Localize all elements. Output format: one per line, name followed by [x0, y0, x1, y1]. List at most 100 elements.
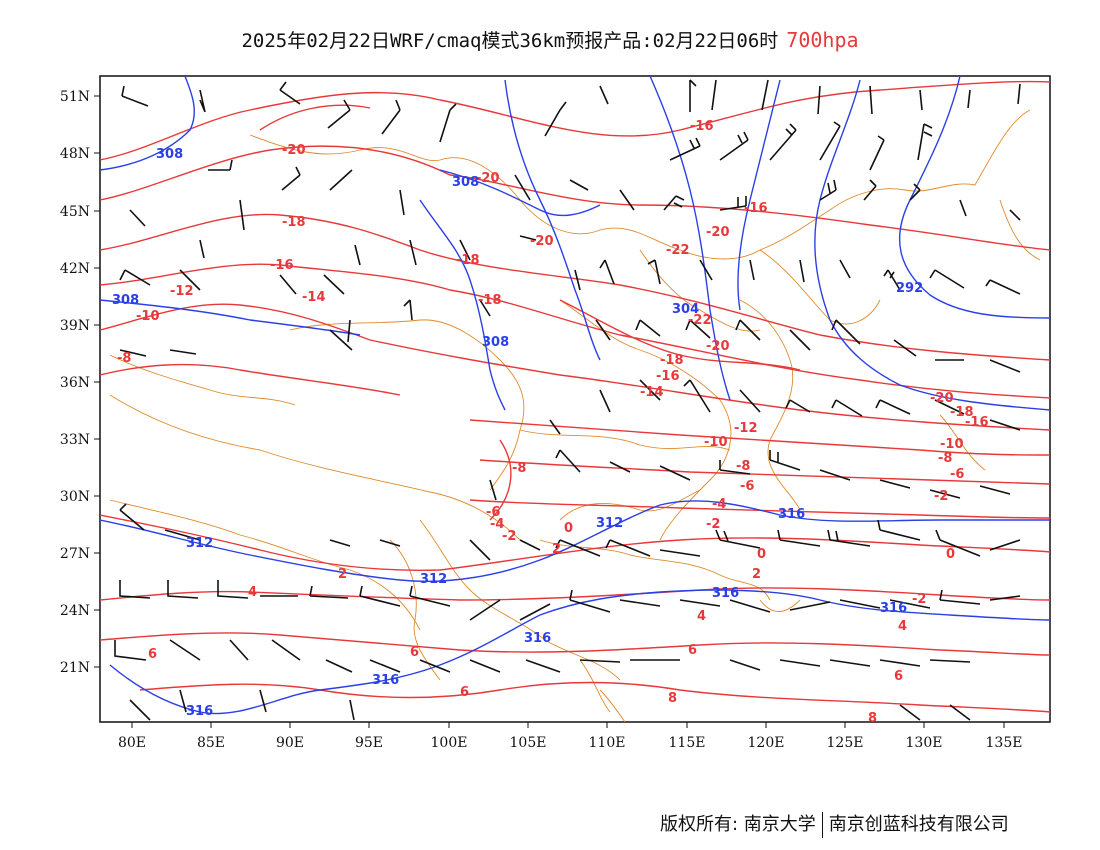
- lon-label: 105E: [510, 735, 547, 751]
- height-label: 308: [156, 147, 183, 162]
- isotherm-label: -8: [117, 351, 131, 366]
- height-label: 304: [672, 302, 699, 317]
- isotherm-label: -20: [930, 391, 954, 406]
- isotherm-label: -2: [934, 489, 948, 504]
- height-label: 316: [372, 673, 399, 688]
- isotherm-label: -8: [736, 459, 750, 474]
- lat-label: 51N: [60, 89, 90, 105]
- isotherm-label: 8: [668, 691, 677, 706]
- lon-label: 95E: [355, 735, 383, 751]
- isotherm-label: -10: [704, 435, 728, 450]
- height-label-316b: 316: [186, 704, 213, 719]
- isotherm-label: -10: [136, 309, 160, 324]
- isotherm-label: 0: [564, 521, 573, 536]
- lon-label: 85E: [197, 735, 225, 751]
- lon-label: 135E: [986, 735, 1023, 751]
- height-label: 316: [524, 631, 551, 646]
- isotherm-label: -18: [950, 405, 974, 420]
- lat-label: 21N: [60, 660, 90, 676]
- lon-label: 130E: [906, 735, 943, 751]
- height-label: 312: [420, 572, 447, 587]
- lat-label: 27N: [60, 546, 90, 562]
- isotherm-label: -2: [912, 592, 926, 607]
- lat-label: 36N: [60, 375, 90, 391]
- isotherm-label: -2: [706, 517, 720, 532]
- isotherm-label: 6: [894, 669, 903, 684]
- boundary-lines: [109, 109, 1041, 722]
- isotherm-label: -6: [486, 505, 500, 520]
- isotherm-label: -20: [282, 143, 306, 158]
- isotherm-label: 6: [148, 647, 157, 662]
- isotherm-label: -18: [456, 253, 480, 268]
- height-label: 312: [186, 536, 213, 551]
- lon-label: 115E: [669, 735, 706, 751]
- lon-label: 100E: [431, 735, 468, 751]
- isotherm-label: -4: [712, 497, 726, 512]
- isotherm-label: -2: [502, 529, 516, 544]
- copyright-text: 版权所有: 南京大学: [660, 814, 816, 835]
- isotherm-label: 6: [410, 645, 419, 660]
- isotherm-label: 2: [552, 542, 561, 557]
- isotherm-label: 0: [757, 547, 766, 562]
- isotherm-label: 2: [338, 567, 347, 582]
- isotherm-label: -8: [938, 451, 952, 466]
- isotherm-label: -18: [478, 293, 502, 308]
- latitude-labels: 51N 48N 45N 42N 39N 36N 33N 30N 27N 24N …: [60, 89, 90, 676]
- isotherm-label: -16: [270, 258, 294, 273]
- isotherm-label: -14: [640, 385, 664, 400]
- height-label: 316: [778, 507, 805, 522]
- isotherm-label: -12: [170, 284, 194, 299]
- isotherm-label: -6: [950, 467, 964, 482]
- isotherm-contours: [100, 80, 1050, 713]
- isotherm-label: -22: [666, 243, 690, 258]
- lat-label: 48N: [60, 146, 90, 162]
- lon-label: 80E: [118, 735, 146, 751]
- height-label: 312: [596, 516, 623, 531]
- wind-barbs: [114, 79, 1021, 721]
- isotherm-label: -16: [965, 415, 989, 430]
- axis-ticks: [94, 95, 1005, 728]
- isotherm-label: -16: [656, 369, 680, 384]
- isotherm-label: -8: [512, 461, 526, 476]
- temperature-labels: -20 -18 -20 -16 -20 -18 -16 -12 -14 -10 …: [117, 119, 989, 726]
- isotherm-label: 4: [898, 619, 907, 634]
- isotherm-label: 4: [697, 609, 706, 624]
- height-label: 316: [880, 601, 907, 616]
- lon-label: 120E: [748, 735, 785, 751]
- footer-divider: [821, 812, 823, 838]
- isotherm-label: -16: [690, 119, 714, 134]
- height-label: 308: [112, 293, 139, 308]
- company-text: 南京创蓝科技有限公司: [828, 814, 1009, 835]
- isotherm-label: -20: [706, 339, 730, 354]
- isotherm-label: -14: [302, 290, 326, 305]
- height-labels: 308 308 308 308 304 292 312 312 312 316 …: [112, 147, 923, 719]
- isotherm-label-6: 6: [460, 685, 469, 700]
- isotherm-label: -18: [282, 215, 306, 230]
- plot-frame: [99, 75, 1051, 723]
- height-contours: [100, 76, 1050, 715]
- height-label: 316: [712, 586, 739, 601]
- height-label: 292: [896, 281, 923, 296]
- isotherm-label: 2: [752, 567, 761, 582]
- isotherm-label: 8: [868, 711, 877, 726]
- isotherm-label: -20: [476, 171, 500, 186]
- isotherm-label: 6: [688, 643, 697, 658]
- lat-label: 42N: [60, 261, 90, 277]
- lon-label: 110E: [589, 735, 626, 751]
- isotherm-label: 0: [946, 547, 955, 562]
- isotherm-label: -6: [740, 479, 754, 494]
- isotherm-label: -20: [530, 234, 554, 249]
- lat-label: 45N: [60, 204, 90, 220]
- lat-label: 33N: [60, 432, 90, 448]
- isotherm-label: -22: [688, 313, 712, 328]
- footer-credits: 版权所有: 南京大学 南京创蓝科技有限公司: [660, 810, 1009, 838]
- isotherm-label: -10: [940, 437, 964, 452]
- isotherm-label: -16: [744, 201, 768, 216]
- title-main: 2025年02月22日WRF/cmaq模式36km预报产品:02月22日06时: [241, 30, 779, 52]
- lon-label: 90E: [276, 735, 304, 751]
- title-level: 700hpa: [786, 28, 859, 52]
- height-label: 308: [482, 335, 509, 350]
- isotherm-label: -4: [490, 517, 504, 532]
- isotherm-label: -12: [734, 421, 758, 436]
